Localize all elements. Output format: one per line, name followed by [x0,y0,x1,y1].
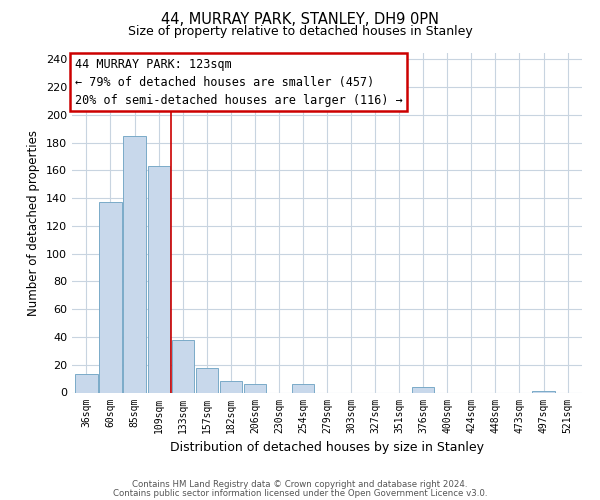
Bar [148,166,170,392]
Text: Size of property relative to detached houses in Stanley: Size of property relative to detached ho… [128,25,472,38]
X-axis label: Distribution of detached houses by size in Stanley: Distribution of detached houses by size … [170,441,484,454]
Bar [100,202,122,392]
Text: Contains HM Land Registry data © Crown copyright and database right 2024.: Contains HM Land Registry data © Crown c… [132,480,468,489]
Bar [292,384,314,392]
Text: Contains public sector information licensed under the Open Government Licence v3: Contains public sector information licen… [113,489,487,498]
Bar [220,382,242,392]
Bar [172,340,194,392]
Text: 44 MURRAY PARK: 123sqm
← 79% of detached houses are smaller (457)
20% of semi-de: 44 MURRAY PARK: 123sqm ← 79% of detached… [74,58,403,106]
Text: 44, MURRAY PARK, STANLEY, DH9 0PN: 44, MURRAY PARK, STANLEY, DH9 0PN [161,12,439,28]
Bar [412,387,434,392]
Bar [532,391,554,392]
Y-axis label: Number of detached properties: Number of detached properties [28,130,40,316]
Bar [244,384,266,392]
Bar [124,136,146,392]
Bar [76,374,98,392]
Bar [196,368,218,392]
